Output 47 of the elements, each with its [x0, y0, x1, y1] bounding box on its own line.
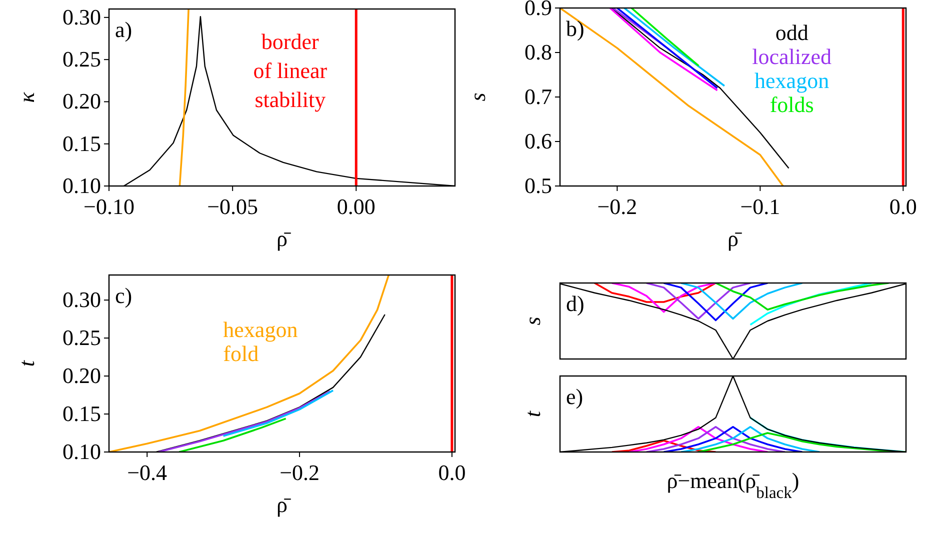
x-tick-label: −0.1	[740, 194, 780, 219]
x-tick-label: 0.0	[889, 194, 917, 219]
y-tick-label: 0.15	[62, 401, 101, 426]
chart-title: b)	[566, 16, 584, 41]
line-series	[178, 9, 190, 186]
text: odd	[775, 20, 808, 45]
chart-title: a)	[115, 17, 132, 42]
y-tick-label: 0.8	[524, 40, 552, 64]
series-label: hexagon fold	[223, 317, 298, 366]
line-series	[222, 390, 334, 437]
line-series	[109, 275, 390, 452]
y-tick-label: 0.30	[62, 4, 101, 30]
x-axis-title: ρ̄	[276, 226, 292, 251]
y-axis-title: κ	[14, 92, 39, 103]
y-axis-title: s	[465, 92, 490, 102]
x-axis-title: ρ̄−mean(ρ̄$_{black}$)	[666, 468, 800, 502]
y-tick-label: 0.20	[62, 363, 101, 388]
x-tick-label: 0.0	[438, 460, 466, 485]
x-axis-title: ρ̄	[276, 492, 292, 517]
y-tick-label: 0.25	[62, 325, 101, 350]
y-axis-title: t	[14, 360, 39, 367]
y-tick-label: 0.6	[524, 128, 552, 154]
chart-title: e)	[566, 384, 584, 409]
series-label: hexagon	[754, 68, 830, 93]
y-tick-label: 0.30	[62, 287, 101, 312]
y-tick-label: 0.25	[62, 46, 101, 72]
chart-title: c)	[115, 283, 132, 308]
x-tick-label: −0.2	[280, 460, 320, 485]
y-tick-label: 0.5	[524, 173, 552, 198]
y-tick-label: 0.9	[524, 0, 552, 20]
y-tick-label: 0.15	[62, 130, 101, 156]
x-tick-label: −0.4	[127, 460, 168, 485]
line-series	[178, 418, 287, 452]
line-series	[158, 390, 331, 452]
ref-line-label: border of linear stability	[253, 29, 328, 112]
y-axis-title: t	[520, 410, 545, 418]
x-tick-label: 0.00	[336, 194, 376, 219]
y-tick-label: 0.10	[62, 439, 101, 464]
x-tick-label: −0.05	[207, 194, 258, 219]
chart-title: d)	[566, 291, 584, 316]
y-axis-title: s	[520, 316, 545, 326]
text: folds	[770, 92, 814, 117]
x-axis-title: ρ̄	[728, 226, 742, 251]
x-tick-label: −0.2	[597, 194, 638, 219]
y-tick-label: 0.20	[62, 88, 101, 114]
y-tick-label: 0.7	[524, 84, 552, 109]
series-label: localized	[752, 44, 832, 69]
